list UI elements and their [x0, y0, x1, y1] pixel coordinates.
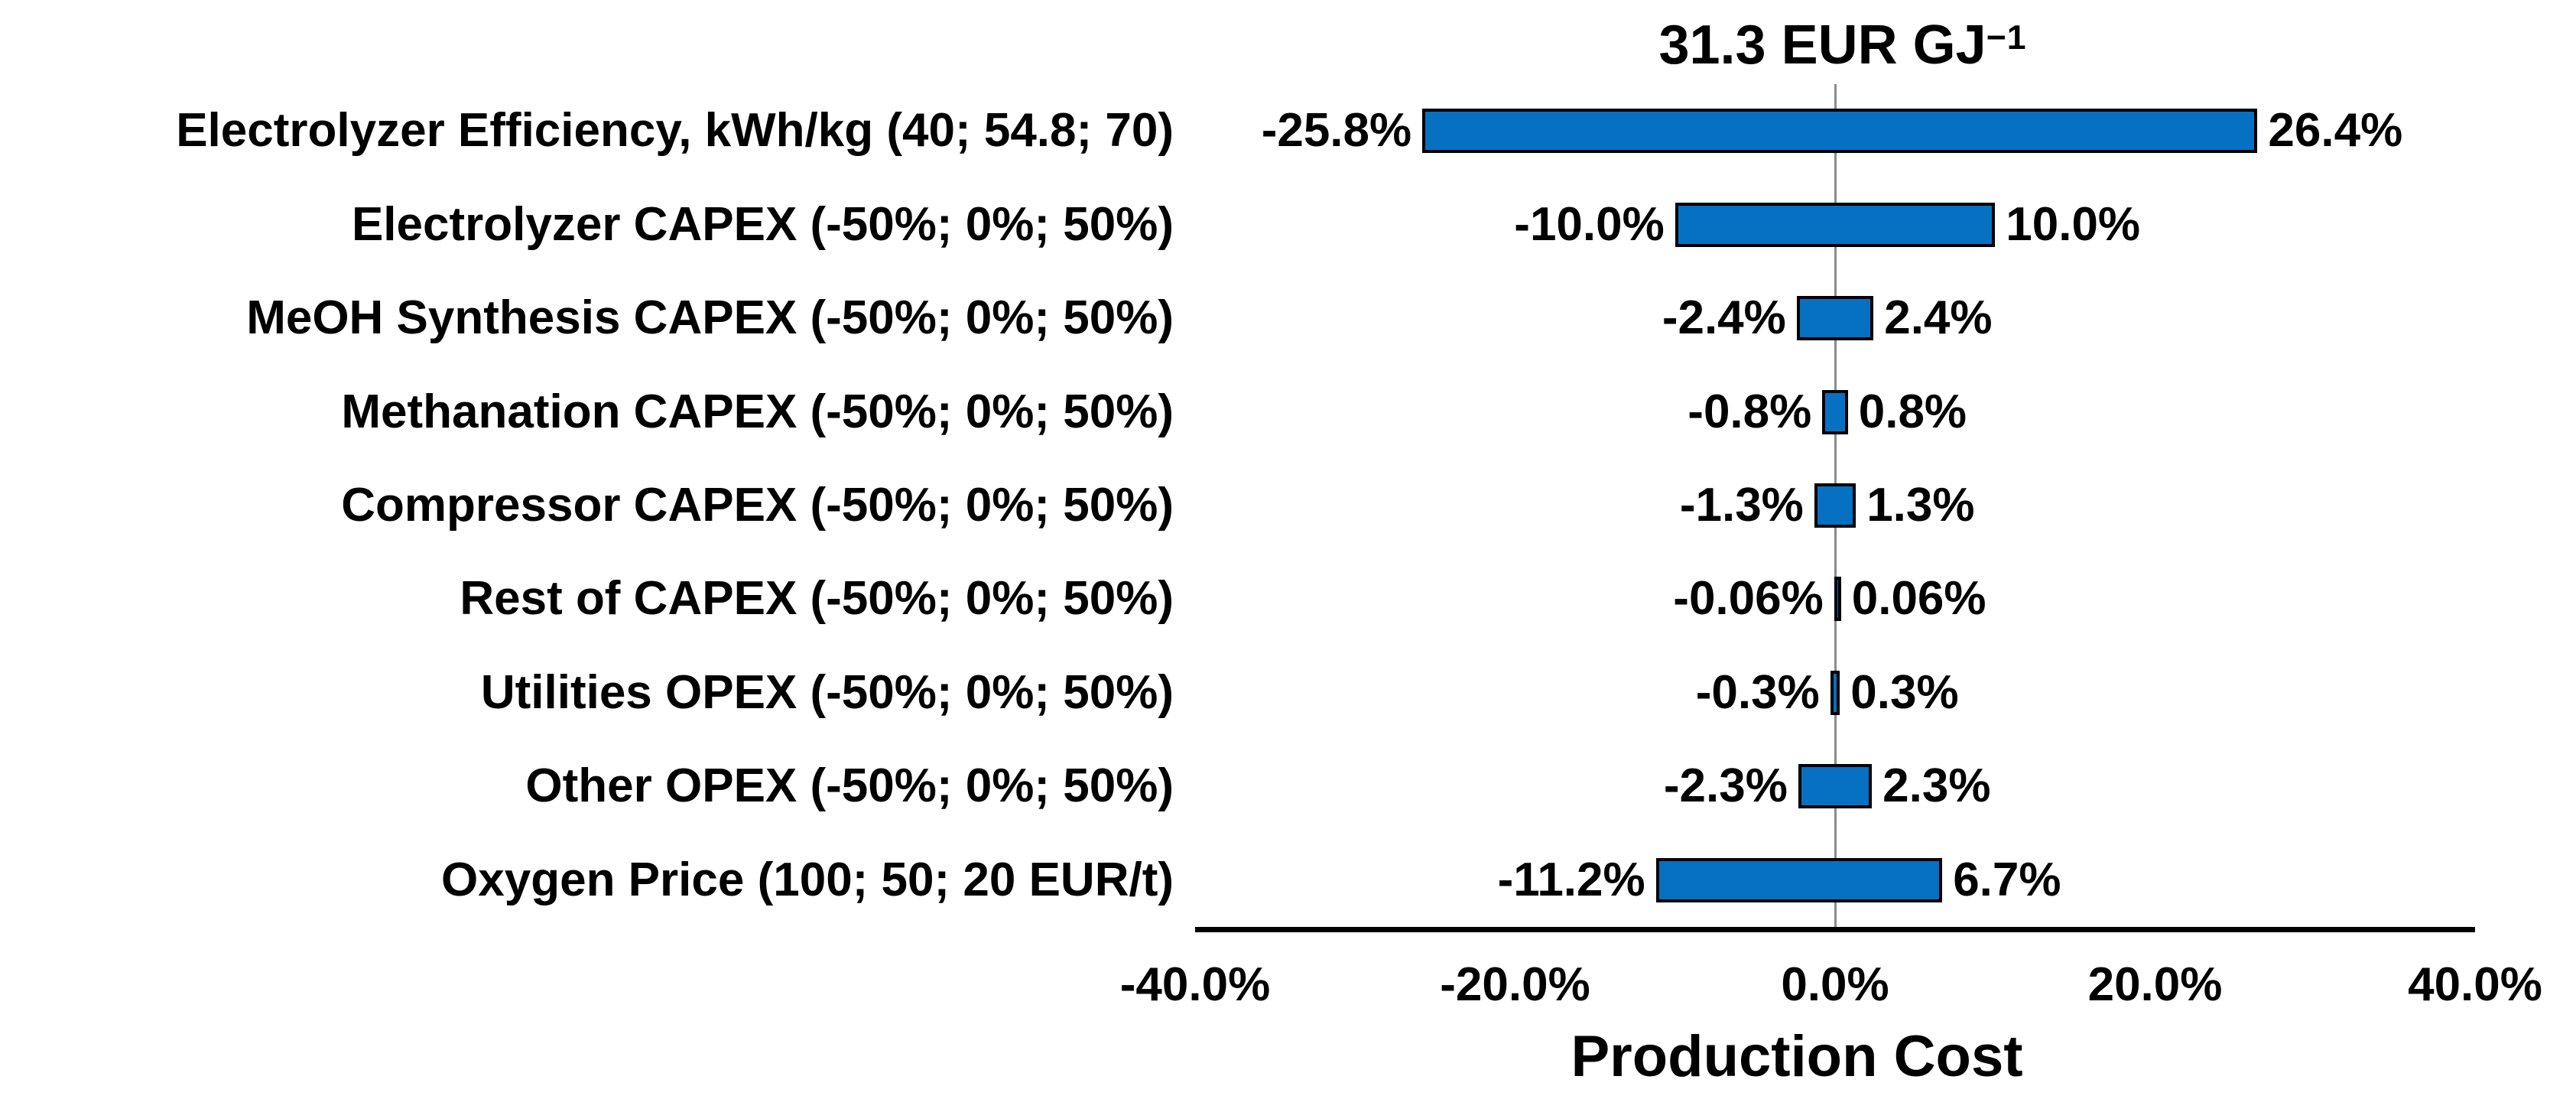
category-label: Electrolyzer Efficiency, kWh/kg (40; 54.… — [176, 104, 1174, 158]
bar-low-value-label: -25.8% — [1261, 104, 1412, 158]
x-tick-label: -20.0% — [1440, 958, 1590, 1011]
x-axis-line — [1195, 927, 2475, 932]
bar-low-value-label: -2.3% — [1663, 759, 1788, 813]
tornado-bar — [1834, 577, 1841, 622]
tornado-bar — [1796, 296, 1874, 341]
chart-title-text: 31.3 EUR GJ — [1658, 15, 1986, 76]
category-label: MeOH Synthesis CAPEX (-50%; 0%; 50%) — [246, 291, 1174, 345]
bar-high-value-label: 0.8% — [1858, 385, 1967, 438]
bar-low-value-label: -0.3% — [1695, 665, 1820, 719]
chart-title: 31.3 EUR GJ−1 — [1155, 12, 2531, 86]
category-label: Methanation CAPEX (-50%; 0%; 50%) — [341, 385, 1174, 438]
x-tick-label: 20.0% — [2087, 958, 2223, 1011]
category-label: Utilities OPEX (-50%; 0%; 50%) — [480, 665, 1174, 719]
bar-low-value-label: -0.8% — [1688, 385, 1812, 438]
bar-high-value-label: 2.4% — [1884, 291, 1993, 345]
tornado-bar — [1798, 764, 1873, 809]
bar-high-value-label: 0.06% — [1851, 572, 1986, 626]
bar-low-value-label: -2.4% — [1662, 291, 1786, 345]
bar-high-value-label: 6.7% — [1953, 853, 2061, 906]
x-tick-label: 40.0% — [2408, 958, 2542, 1011]
tornado-bar — [1422, 109, 2258, 154]
bar-low-value-label: -11.2% — [1497, 853, 1645, 906]
category-label: Compressor CAPEX (-50%; 0%; 50%) — [341, 479, 1174, 532]
tornado-bar — [1814, 483, 1856, 528]
bar-high-value-label: 10.0% — [2006, 197, 2141, 251]
category-label: Other OPEX (-50%; 0%; 50%) — [525, 759, 1174, 813]
bar-high-value-label: 26.4% — [2268, 104, 2403, 158]
tornado-bar — [1822, 389, 1848, 434]
chart-title-superscript: −1 — [1986, 19, 2027, 57]
tornado-bar — [1830, 670, 1840, 715]
x-tick-label: 0.0% — [1781, 958, 1889, 1011]
bar-high-value-label: 0.3% — [1850, 665, 1959, 719]
tornado-bar — [1655, 857, 1943, 902]
bar-low-value-label: -1.3% — [1679, 479, 1804, 532]
bar-low-value-label: -0.06% — [1673, 572, 1824, 626]
x-tick-label: -40.0% — [1119, 958, 1271, 1011]
bar-high-value-label: 1.3% — [1866, 479, 1975, 532]
tornado-bar — [1675, 202, 1996, 247]
category-label: Rest of CAPEX (-50%; 0%; 50%) — [460, 572, 1174, 626]
x-axis-title: Production Cost — [1571, 1024, 2023, 1089]
bar-low-value-label: -10.0% — [1514, 197, 1665, 251]
category-label: Oxygen Price (100; 50; 20 EUR/t) — [441, 853, 1174, 906]
bar-high-value-label: 2.3% — [1882, 759, 1991, 813]
category-label: Electrolyzer CAPEX (-50%; 0%; 50%) — [351, 197, 1174, 251]
